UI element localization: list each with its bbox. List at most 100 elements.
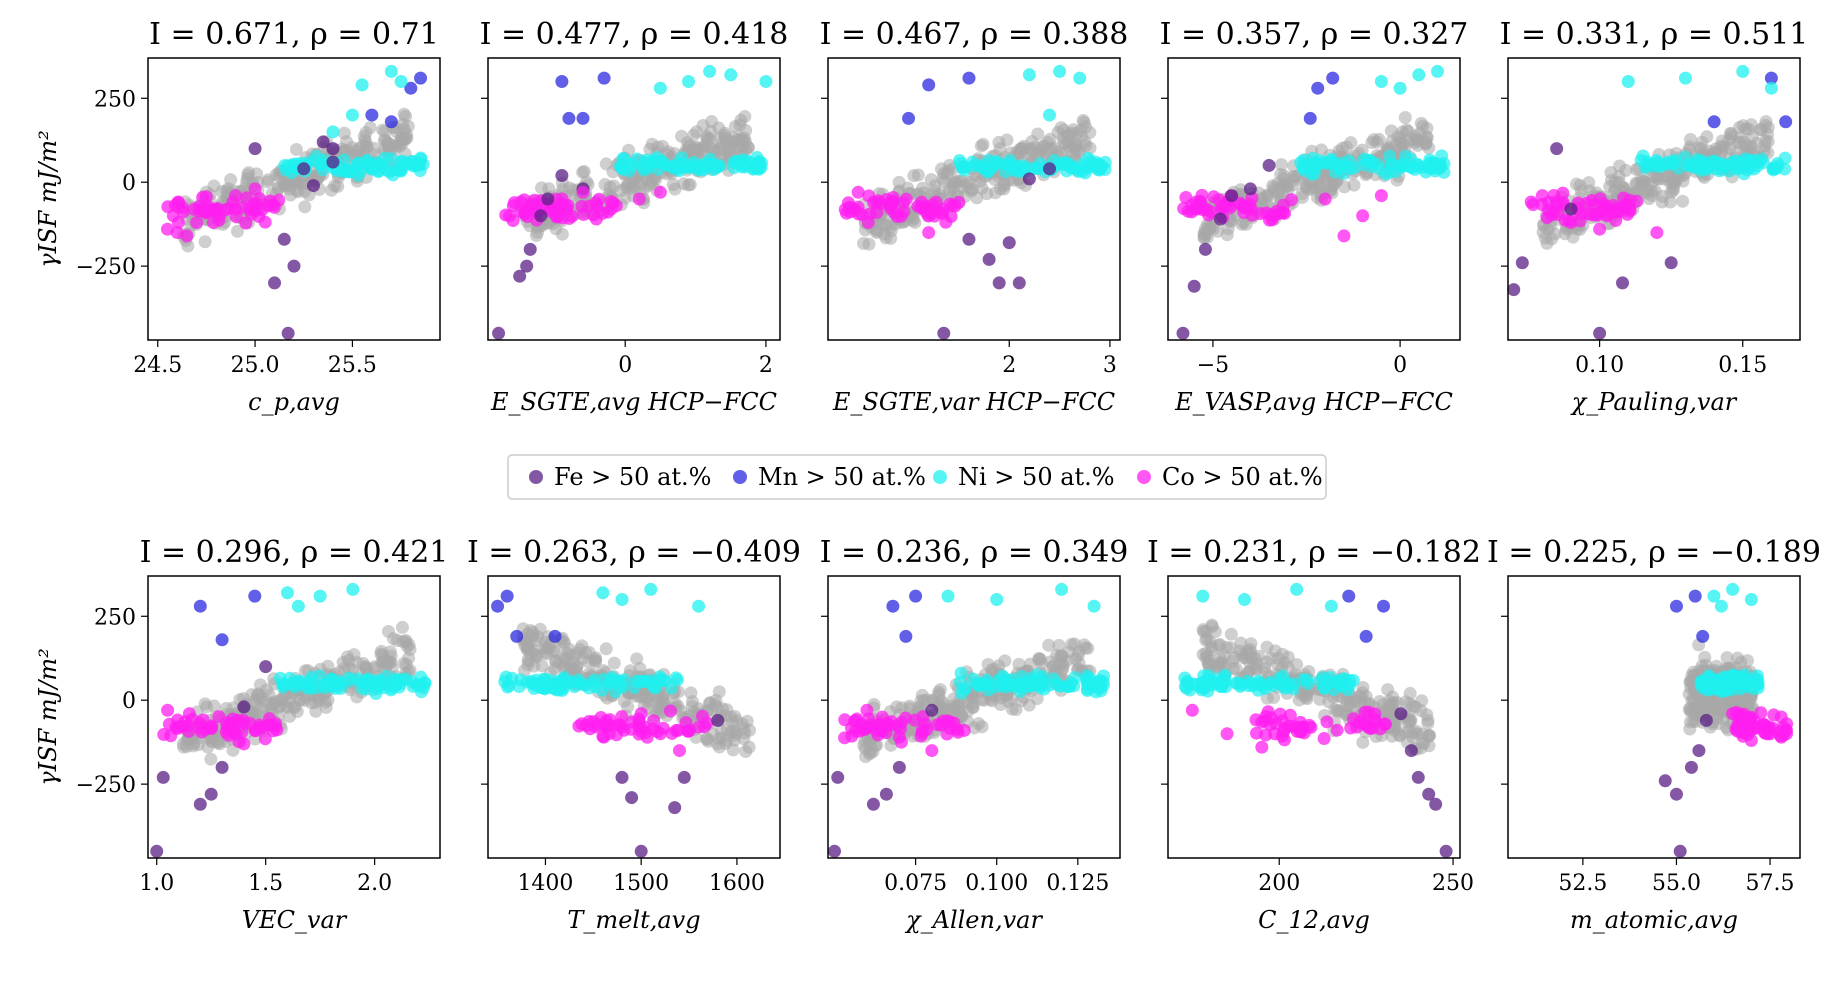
data-point-co (506, 214, 520, 228)
data-point-other (862, 237, 876, 251)
data-point-other (336, 656, 350, 670)
data-point-co (1617, 200, 1631, 214)
data-point-fe (892, 760, 906, 774)
data-point-ni (302, 674, 316, 688)
panel-10: I = 0.225, ρ = −0.189 52.5 55.0 57.5 m_atomi… (1487, 535, 1821, 934)
data-point-ni (280, 586, 294, 600)
data-point-ni (1716, 157, 1730, 171)
data-point-fe (215, 760, 229, 774)
data-point-co (592, 192, 606, 206)
x-tick-label: 55.0 (1652, 871, 1701, 896)
data-point-ni (537, 672, 551, 686)
data-point-co (925, 744, 939, 758)
data-point-other (294, 693, 308, 707)
data-point-other (714, 131, 728, 145)
data-point-other (1286, 170, 1300, 184)
y-tick-label: −250 (76, 773, 136, 798)
data-point-other (527, 659, 541, 673)
panels: I = 0.671, ρ = 0.71 24.5 25.0 25.5 250 0 −250 c… (76, 17, 1821, 934)
data-point-other (328, 179, 342, 193)
data-point-co (229, 210, 243, 224)
data-point-co (554, 197, 568, 211)
data-point-fe (306, 179, 320, 193)
data-point-fe (326, 142, 340, 156)
data-point-other (207, 179, 221, 193)
data-point-fe (534, 209, 548, 223)
data-point-other (1656, 189, 1670, 203)
data-point-co (915, 726, 929, 740)
data-point-co (860, 703, 874, 717)
data-point-fe (268, 276, 282, 290)
data-point-ni (1064, 161, 1078, 175)
data-point-co (586, 715, 600, 729)
data-point-other (249, 692, 263, 706)
data-point-co (171, 215, 185, 229)
data-point-ni (750, 151, 764, 165)
data-point-co (1192, 201, 1206, 215)
data-point-fe (634, 844, 648, 858)
data-point-ni (1318, 156, 1332, 170)
data-point-mn (1764, 71, 1778, 85)
legend-marker-co (1137, 470, 1151, 484)
data-point-other (928, 184, 942, 198)
data-point-fe (193, 797, 207, 811)
data-point-other (1081, 641, 1095, 655)
data-point-co (1317, 732, 1331, 746)
data-point-other (994, 698, 1008, 712)
data-point-ni (1621, 75, 1635, 88)
data-point-other (1337, 180, 1351, 194)
data-point-other (974, 139, 988, 153)
data-point-ni (954, 686, 968, 700)
data-point-other (1281, 650, 1295, 664)
data-point-ni (653, 81, 667, 95)
data-point-co (1220, 727, 1234, 741)
data-point-other (1274, 158, 1288, 172)
data-point-co (1255, 740, 1269, 754)
panel-title: I = 0.225, ρ = −0.189 (1487, 535, 1821, 570)
data-point-co (858, 722, 872, 736)
data-point-fe (831, 770, 845, 784)
scatter-cloud (157, 620, 432, 766)
data-point-co (1237, 206, 1251, 220)
data-point-other (181, 239, 195, 253)
data-point-fe (326, 155, 340, 169)
data-point-co (1284, 193, 1298, 207)
data-point-other (700, 131, 714, 145)
data-point-other (282, 694, 296, 708)
data-point-other (367, 141, 381, 155)
panel-9: I = 0.231, ρ = −0.182 200 250 C_12,avg (1147, 535, 1481, 934)
data-point-ni (346, 582, 360, 596)
data-point-other (374, 644, 388, 658)
x-tick-label: 1600 (709, 871, 765, 896)
data-point-ni (1408, 162, 1422, 176)
data-point-ni (759, 75, 773, 88)
data-point-ni (384, 64, 398, 78)
data-point-ni (1290, 582, 1304, 596)
x-axis-label: c_p,avg (248, 388, 340, 416)
data-point-co (671, 723, 685, 737)
y-axis-labels: γISF mJ/m² γISF mJ/m² (34, 130, 62, 785)
data-point-other (1740, 654, 1754, 668)
data-point-ni (313, 589, 327, 603)
data-point-fe (492, 326, 506, 340)
data-point-ni (677, 160, 691, 174)
data-point-ni (1714, 599, 1728, 613)
x-axis-label: E_VASP,avg HCP−FCC (1174, 388, 1453, 416)
data-point-fe (150, 844, 164, 858)
data-point-fe (866, 797, 880, 811)
panel-title: I = 0.467, ρ = 0.388 (820, 17, 1129, 52)
data-point-other (1249, 662, 1263, 676)
data-point-ni (1043, 108, 1057, 122)
data-point-co (263, 718, 277, 732)
data-point-ni (1726, 582, 1740, 596)
data-point-fe (513, 269, 527, 283)
data-point-ni (379, 163, 393, 177)
data-point-other (1665, 175, 1679, 189)
data-point-other (701, 734, 715, 748)
data-point-fe (1404, 744, 1418, 758)
data-point-fe (879, 787, 893, 801)
panel-title: I = 0.477, ρ = 0.418 (480, 17, 789, 52)
data-point-other (1403, 686, 1417, 700)
data-point-ni (588, 679, 602, 693)
data-point-co (1593, 222, 1607, 236)
